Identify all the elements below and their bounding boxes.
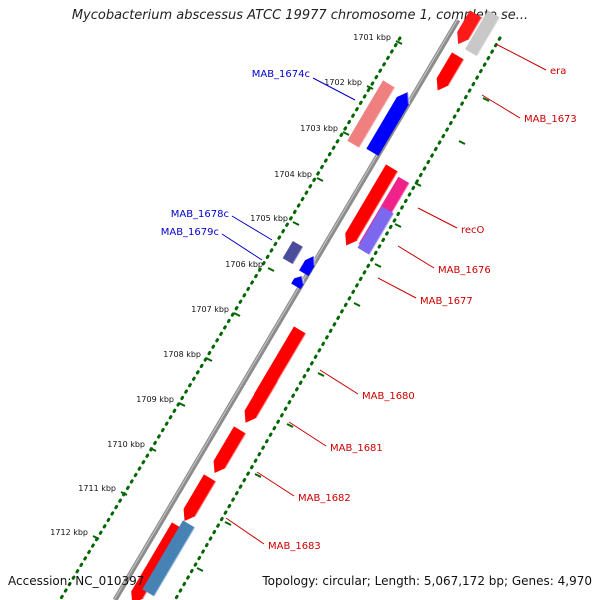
topology-text: Topology: circular; Length: 5,067,172 bp… xyxy=(262,574,592,588)
scale-tick xyxy=(292,221,300,226)
gene-label-MAB_1676[interactable]: MAB_1676 xyxy=(438,265,491,276)
scale-tick-label: 1704 kbp xyxy=(274,170,312,179)
gene-feature-MAB_1674c xyxy=(366,91,410,156)
scale-tick xyxy=(120,491,128,496)
scale-tick xyxy=(92,535,100,540)
scale-tick xyxy=(205,357,213,362)
gene-label-MAB_1681[interactable]: MAB_1681 xyxy=(330,443,383,454)
scale-tick xyxy=(316,177,324,182)
scale-tick-label: 1710 kbp xyxy=(107,440,145,449)
gene-label-MAB_1678c[interactable]: MAB_1678c xyxy=(171,209,229,220)
scale-tick xyxy=(374,263,382,268)
scale-tick xyxy=(366,85,374,90)
scale-tick xyxy=(286,423,294,428)
scale-tick-label: 1711 kbp xyxy=(78,484,116,493)
leader-recO xyxy=(417,207,458,229)
gene-feature-MAB_1677 xyxy=(357,206,395,256)
scale-tick-label: 1712 kbp xyxy=(50,528,88,537)
leader-era xyxy=(495,43,547,71)
scale-tick xyxy=(254,473,262,478)
scale-tick xyxy=(482,97,490,102)
gene-label-MAB_1673[interactable]: MAB_1673 xyxy=(524,114,577,125)
scale-tick xyxy=(353,302,361,307)
leader-MAB_1677 xyxy=(377,277,417,299)
tick-track-1 xyxy=(58,36,402,600)
gene-feature-MAB_1678c xyxy=(282,240,305,265)
gene-feature-steelblue xyxy=(142,520,196,597)
gene-feature-top xyxy=(457,10,483,45)
gene-label-MAB_1674c[interactable]: MAB_1674c xyxy=(252,69,310,80)
gene-labels: era MAB_1673 MAB_1674c recO MAB_1676 MAB_1677… xyxy=(161,66,577,552)
gene-feature-MAB_1674c-pink xyxy=(347,80,396,149)
scale-tick xyxy=(342,131,350,136)
scale-tick xyxy=(224,521,232,526)
scale-tick xyxy=(233,312,241,317)
leader-MAB_1674c xyxy=(312,77,356,101)
leader-MAB_1683 xyxy=(225,517,265,545)
accession-text: Accession: NC_010397 xyxy=(8,574,145,588)
gene-feature-grey xyxy=(465,10,501,57)
gene-label-MAB_1680[interactable]: MAB_1680 xyxy=(362,391,415,402)
leader-MAB_1679c xyxy=(221,233,263,261)
scale-tick-label: 1701 kbp xyxy=(353,33,391,42)
leader-MAB_1673 xyxy=(481,94,521,119)
scale-tick-label: 1706 kbp xyxy=(225,260,263,269)
gene-feature-small xyxy=(291,275,305,290)
gene-feature-recO xyxy=(345,164,399,246)
scale-ticks: 1701 kbp 1702 kbp 1703 kbp 1704 kbp 1705 kbp… xyxy=(50,33,490,572)
gene-features xyxy=(131,10,501,600)
leader-MAB_1678c xyxy=(231,215,273,241)
scale-tick-label: 1708 kbp xyxy=(163,350,201,359)
map-title: Mycobacterium abscessus ATCC 19977 chrom… xyxy=(71,8,529,23)
gene-label-era[interactable]: era xyxy=(550,66,566,77)
gene-feature-MAB_1683 xyxy=(183,474,217,522)
gene-label-MAB_1677[interactable]: MAB_1677 xyxy=(420,296,473,307)
gene-feature-era xyxy=(436,52,465,91)
label-leaders xyxy=(221,43,547,545)
scale-tick xyxy=(394,223,402,228)
gene-label-recO[interactable]: recO xyxy=(461,225,485,236)
leader-MAB_1681 xyxy=(288,421,327,447)
gene-feature-MAB_1681 xyxy=(244,374,279,423)
scale-tick xyxy=(395,40,403,45)
leader-MAB_1680 xyxy=(319,369,359,395)
tick-track-2 xyxy=(173,36,502,600)
gene-label-MAB_1682[interactable]: MAB_1682 xyxy=(298,493,351,504)
scale-tick-label: 1703 kbp xyxy=(300,124,338,133)
tick-track-dots xyxy=(58,36,502,600)
scale-tick xyxy=(458,140,466,145)
gene-label-MAB_1683[interactable]: MAB_1683 xyxy=(268,541,321,552)
gene-label-MAB_1679c[interactable]: MAB_1679c xyxy=(161,227,219,238)
scale-tick xyxy=(414,182,422,187)
gene-feature-MAB_1679c xyxy=(299,255,316,277)
leader-MAB_1676 xyxy=(397,245,435,269)
scale-tick-label: 1707 kbp xyxy=(191,305,229,314)
scale-tick xyxy=(178,402,186,407)
scale-tick-label: 1702 kbp xyxy=(324,78,362,87)
gene-feature-MAB_1682 xyxy=(213,426,247,474)
scale-tick-label: 1705 kbp xyxy=(250,214,288,223)
scale-tick xyxy=(267,267,275,272)
scale-tick xyxy=(149,447,157,452)
scale-tick-label: 1709 kbp xyxy=(136,395,174,404)
scale-tick xyxy=(317,372,325,377)
leader-MAB_1682 xyxy=(256,471,295,497)
scale-tick xyxy=(196,567,204,572)
